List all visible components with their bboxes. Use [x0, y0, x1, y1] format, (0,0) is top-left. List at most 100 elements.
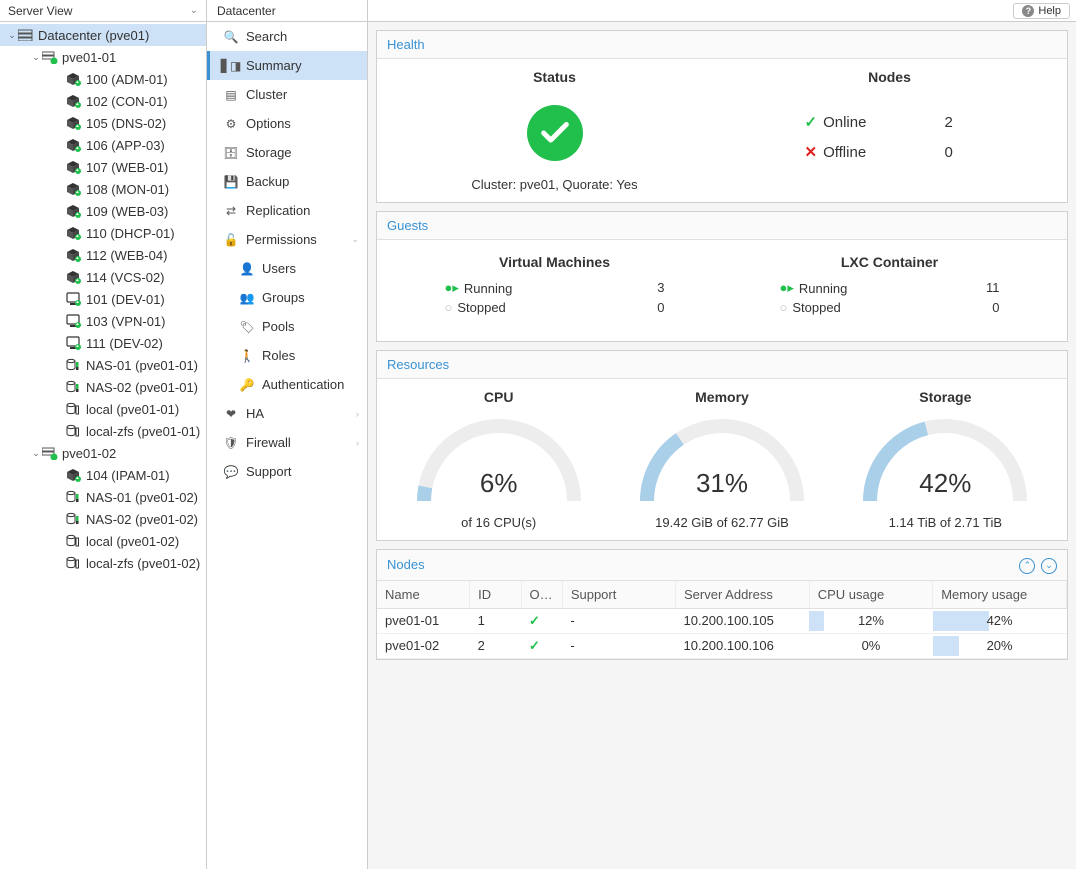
cluster-icon: ▤ [222, 88, 240, 102]
lxc-run-icon [66, 116, 82, 130]
tree-row[interactable]: 108 (MON-01) [0, 178, 206, 200]
tree-row[interactable]: NAS-01 (pve01-02) [0, 486, 206, 508]
menu-roles[interactable]: 🚶Roles [207, 341, 367, 370]
tree-row[interactable]: local-zfs (pve01-01) [0, 420, 206, 442]
menu-search[interactable]: 🔍Search [207, 22, 367, 51]
menu-options[interactable]: ⚙Options [207, 109, 367, 138]
node-support: - [562, 633, 675, 658]
tree-row[interactable]: ⌄pve01-01 [0, 46, 206, 68]
support-icon: 💬 [222, 465, 240, 479]
tree-row[interactable]: local-zfs (pve01-02) [0, 552, 206, 574]
tree-row[interactable]: NAS-02 (pve01-01) [0, 376, 206, 398]
vm-stopped-count: 0 [645, 300, 665, 315]
menu-firewall[interactable]: 🛡Firewall› [207, 428, 367, 457]
resource-cpu: CPU6%of 16 CPU(s) [387, 389, 610, 530]
online-label: Online [823, 114, 866, 131]
cpu-usage: 12% [809, 608, 932, 633]
lxc-run-icon [66, 248, 82, 262]
table-row[interactable]: pve01-022✓-10.200.100.1060%20% [377, 633, 1067, 658]
tree-row[interactable]: local (pve01-02) [0, 530, 206, 552]
menu-label: Support [246, 464, 292, 479]
storage-icon [66, 534, 82, 548]
gauge-value: 6% [409, 468, 589, 499]
storage-icon [66, 424, 82, 438]
menu-groups[interactable]: 👥Groups [207, 283, 367, 312]
menu-pools[interactable]: 🏷Pools [207, 312, 367, 341]
tree-row[interactable]: 107 (WEB-01) [0, 156, 206, 178]
node-id: 2 [470, 633, 521, 658]
view-select[interactable]: Server View ⌄ [0, 0, 206, 22]
x-icon: ✕ [805, 143, 818, 161]
resource-label: CPU [387, 389, 610, 405]
tree-label: 107 (WEB-01) [86, 160, 168, 175]
nodes-col-header[interactable]: O… [521, 581, 562, 609]
health-title: Health [377, 31, 1067, 59]
resource-subtext: 1.14 TiB of 2.71 TiB [834, 515, 1057, 530]
book-icon: ▋◨ [222, 59, 240, 73]
nodes-col-header[interactable]: Server Address [675, 581, 809, 609]
tree-row[interactable]: 106 (APP-03) [0, 134, 206, 156]
menu-label: Firewall [246, 435, 291, 450]
menu-permissions[interactable]: 🔓Permissions⌄ [207, 225, 367, 254]
play-icon: ●▸ [780, 280, 794, 296]
check-icon: ✓ [529, 638, 540, 653]
tree-row[interactable]: NAS-01 (pve01-01) [0, 354, 206, 376]
menu-support[interactable]: 💬 Support [207, 457, 367, 486]
help-button[interactable]: ? Help [1013, 3, 1070, 19]
tree-row[interactable]: 103 (VPN-01) [0, 310, 206, 332]
tree-row[interactable]: 109 (WEB-03) [0, 200, 206, 222]
tree-row[interactable]: 100 (ADM-01) [0, 68, 206, 90]
tree-row[interactable]: 104 (IPAM-01) [0, 464, 206, 486]
menu-replication[interactable]: ⇄Replication [207, 196, 367, 225]
resource-label: Storage [834, 389, 1057, 405]
nodes-col-header[interactable]: Name [377, 581, 470, 609]
tree-row[interactable]: 111 (DEV-02) [0, 332, 206, 354]
lxc-stopped-count: 0 [980, 300, 1000, 315]
tree-row[interactable]: NAS-02 (pve01-02) [0, 508, 206, 530]
mem-usage: 20% [933, 633, 1067, 658]
storage-icon [66, 402, 82, 416]
nodes-col-header[interactable]: Support [562, 581, 675, 609]
expand-down-icon[interactable]: ⌄ [1041, 558, 1057, 574]
menu-ha[interactable]: ❤HA› [207, 399, 367, 428]
menu-label: Options [246, 116, 291, 131]
expander-icon: ⌄ [6, 30, 18, 41]
tree-row[interactable]: 105 (DNS-02) [0, 112, 206, 134]
menu-label: Backup [246, 174, 289, 189]
menu-backup[interactable]: 💾Backup [207, 167, 367, 196]
tree-row[interactable]: 110 (DHCP-01) [0, 222, 206, 244]
menu-users[interactable]: 👤Users [207, 254, 367, 283]
main-header: Datacenter [207, 0, 367, 22]
menu-label: Permissions [246, 232, 317, 247]
menu-summary[interactable]: ▋◨Summary [207, 51, 367, 80]
tree-row[interactable]: ⌄pve01-02 [0, 442, 206, 464]
tree-row[interactable]: 114 (VCS-02) [0, 266, 206, 288]
storage-active-icon [66, 358, 82, 372]
tree-label: 110 (DHCP-01) [86, 226, 175, 241]
tree-row[interactable]: ⌄ Datacenter (pve01) [0, 24, 206, 46]
collapse-up-icon[interactable]: ⌃ [1019, 558, 1035, 574]
summary-content: Health Status Cluster: pve01, Quorate: Y… [368, 22, 1076, 869]
tree-row[interactable]: local (pve01-01) [0, 398, 206, 420]
tree-row[interactable]: 112 (WEB-04) [0, 244, 206, 266]
table-row[interactable]: pve01-011✓-10.200.100.10512%42% [377, 608, 1067, 633]
db-icon: 🗄 [222, 146, 240, 160]
help-icon: ? [1022, 5, 1034, 17]
chevron-right-icon: › [356, 438, 359, 448]
user-icon: 👤 [238, 262, 256, 276]
vm-run-icon [66, 336, 82, 350]
nodes-col-header[interactable]: CPU usage [809, 581, 932, 609]
tree-label: Datacenter (pve01) [38, 28, 149, 43]
menu-storage[interactable]: 🗄Storage [207, 138, 367, 167]
nodes-col-header[interactable]: Memory usage [933, 581, 1067, 609]
repl-icon: ⇄ [222, 204, 240, 218]
lxc-run-icon [66, 138, 82, 152]
menu-authentication[interactable]: 🔑Authentication [207, 370, 367, 399]
nodes-col-header[interactable]: ID [470, 581, 521, 609]
tree-row[interactable]: 102 (CON-01) [0, 90, 206, 112]
tree-row[interactable]: 101 (DEV-01) [0, 288, 206, 310]
menu-label: Cluster [246, 87, 287, 102]
check-icon: ✓ [805, 113, 818, 131]
resource-subtext: 19.42 GiB of 62.77 GiB [610, 515, 833, 530]
menu-cluster[interactable]: ▤ Cluster [207, 80, 367, 109]
